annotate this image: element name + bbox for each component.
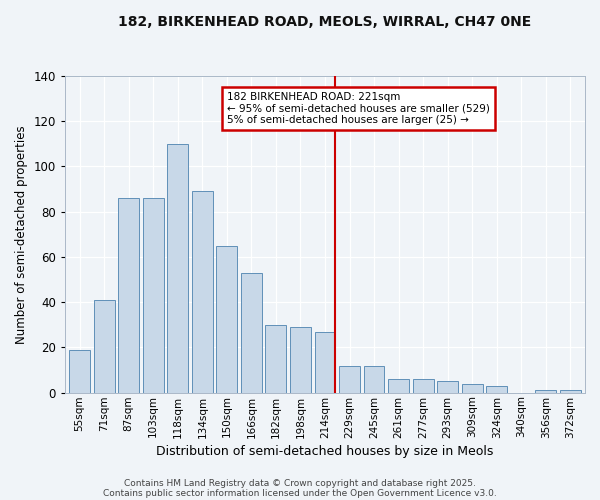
Title: 182, BIRKENHEAD ROAD, MEOLS, WIRRAL, CH47 0NE: 182, BIRKENHEAD ROAD, MEOLS, WIRRAL, CH4…: [118, 15, 532, 29]
Bar: [560, 390, 581, 392]
Bar: [143, 198, 164, 392]
Bar: [437, 382, 458, 392]
Y-axis label: Number of semi-detached properties: Number of semi-detached properties: [15, 125, 28, 344]
Text: Contains public sector information licensed under the Open Government Licence v3: Contains public sector information licen…: [103, 488, 497, 498]
X-axis label: Distribution of semi-detached houses by size in Meols: Distribution of semi-detached houses by …: [156, 444, 494, 458]
Bar: [265, 325, 286, 392]
Bar: [413, 379, 434, 392]
Bar: [486, 386, 507, 392]
Bar: [118, 198, 139, 392]
Bar: [364, 366, 385, 392]
Bar: [388, 379, 409, 392]
Bar: [535, 390, 556, 392]
Bar: [290, 327, 311, 392]
Bar: [217, 246, 237, 392]
Bar: [241, 273, 262, 392]
Bar: [94, 300, 115, 392]
Bar: [339, 366, 360, 392]
Bar: [167, 144, 188, 392]
Text: 182 BIRKENHEAD ROAD: 221sqm
← 95% of semi-detached houses are smaller (529)
5% o: 182 BIRKENHEAD ROAD: 221sqm ← 95% of sem…: [227, 92, 490, 125]
Bar: [69, 350, 90, 393]
Bar: [192, 192, 213, 392]
Bar: [314, 332, 335, 392]
Bar: [462, 384, 482, 392]
Text: Contains HM Land Registry data © Crown copyright and database right 2025.: Contains HM Land Registry data © Crown c…: [124, 478, 476, 488]
